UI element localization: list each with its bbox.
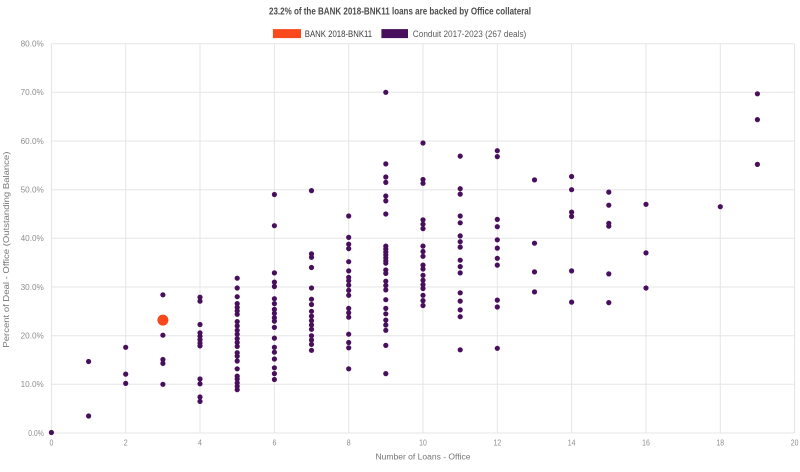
svg-text:Number of Loans - Office: Number of Loans - Office [376, 453, 472, 462]
svg-text:Conduit 2017-2023 (267 deals): Conduit 2017-2023 (267 deals) [413, 29, 527, 40]
svg-text:40.0%: 40.0% [21, 234, 44, 243]
svg-text:10: 10 [419, 439, 427, 448]
svg-text:70.0%: 70.0% [21, 88, 44, 97]
svg-text:10.0%: 10.0% [21, 380, 44, 389]
svg-text:6: 6 [272, 439, 276, 448]
svg-text:20: 20 [791, 439, 799, 448]
svg-text:2: 2 [124, 439, 128, 448]
svg-text:23.2% of the BANK 2018-BNK11 l: 23.2% of the BANK 2018-BNK11 loans are b… [269, 7, 531, 18]
svg-text:8: 8 [347, 439, 351, 448]
svg-text:80.0%: 80.0% [21, 40, 44, 49]
svg-text:14: 14 [568, 439, 576, 448]
svg-text:BANK 2018-BNK11: BANK 2018-BNK11 [305, 29, 372, 40]
svg-text:12: 12 [493, 439, 501, 448]
svg-text:50.0%: 50.0% [21, 186, 44, 195]
svg-text:20.0%: 20.0% [21, 332, 44, 341]
svg-text:30.0%: 30.0% [21, 283, 44, 292]
svg-text:18: 18 [716, 439, 724, 448]
svg-text:4: 4 [198, 439, 202, 448]
svg-text:0: 0 [49, 439, 53, 448]
svg-text:60.0%: 60.0% [21, 137, 44, 146]
svg-text:16: 16 [642, 439, 650, 448]
svg-text:0.0%: 0.0% [28, 429, 44, 438]
svg-text:Percent of Deal - Office (Outs: Percent of Deal - Office (Outstanding Ba… [2, 151, 11, 347]
